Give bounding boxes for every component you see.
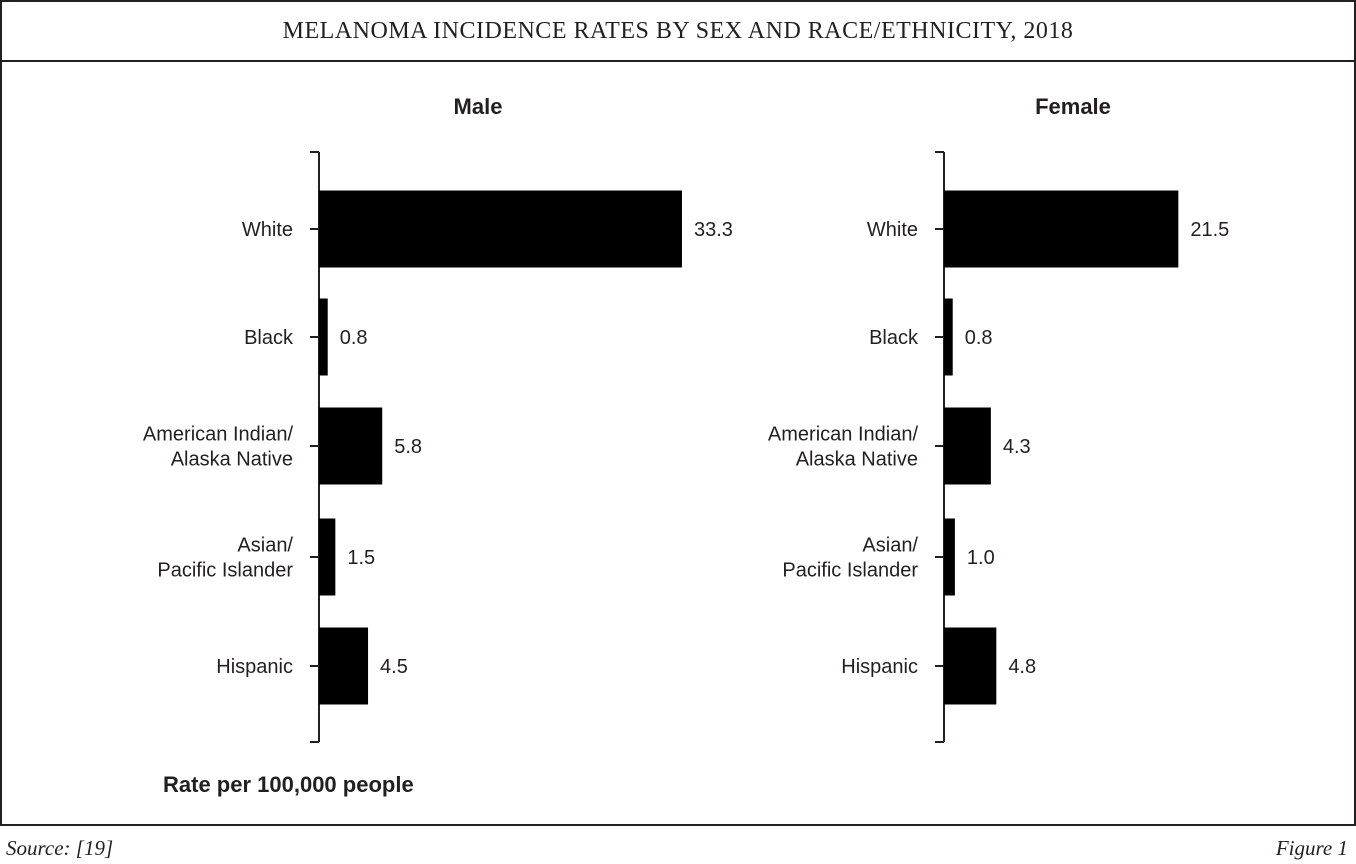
bar	[319, 298, 328, 376]
category-label: Black	[244, 327, 294, 349]
male-panel: Male 33.3 White 0.8 Black 5.8 American Indian/…	[143, 94, 733, 743]
title-bar: MELANOMA INCIDENCE RATES BY SEX AND RACE…	[2, 2, 1354, 62]
bar	[944, 298, 953, 376]
data-label: 0.8	[965, 327, 993, 349]
footer: Source: [19] Figure 1	[0, 826, 1356, 864]
data-label: 4.5	[380, 656, 408, 678]
category-label: White	[242, 219, 293, 241]
category-label: Asian/Pacific Islander	[782, 535, 918, 582]
chart-canvas: Male 33.3 White 0.8 Black 5.8 American Indian/…	[143, 94, 1229, 797]
data-label: 1.0	[967, 547, 995, 569]
figure-frame: MELANOMA INCIDENCE RATES BY SEX AND RACE…	[0, 0, 1356, 826]
data-label: 1.5	[347, 547, 375, 569]
data-label: 0.8	[340, 327, 368, 349]
figure-number: Figure 1	[1275, 836, 1348, 860]
bar	[319, 407, 383, 485]
bar	[319, 190, 682, 268]
category-label: American Indian/Alaska Native	[768, 424, 919, 471]
unit-label: Rate per 100,000 people	[163, 772, 414, 797]
bar	[319, 627, 369, 705]
bar	[944, 627, 997, 705]
category-label: American Indian/Alaska Native	[143, 424, 294, 471]
data-label: 33.3	[694, 219, 733, 241]
figure-title: MELANOMA INCIDENCE RATES BY SEX AND RACE…	[282, 17, 1074, 44]
data-label: 21.5	[1190, 219, 1229, 241]
bar	[944, 518, 955, 596]
bar	[319, 518, 336, 596]
category-label: White	[867, 219, 918, 241]
panel-title: Male	[454, 94, 503, 119]
data-label: 5.8	[394, 436, 422, 458]
category-label: Black	[869, 327, 919, 349]
source-citation: Source: [19]	[6, 836, 114, 860]
data-label: 4.8	[1008, 656, 1036, 678]
panel-title: Female	[1035, 94, 1111, 119]
category-label: Asian/Pacific Islander	[157, 535, 293, 582]
bar	[944, 407, 991, 485]
data-label: 4.3	[1003, 436, 1031, 458]
female-panel: Female 21.5 White 0.8 Black 4.3 American India…	[768, 94, 1229, 743]
category-label: Hispanic	[841, 656, 918, 678]
bar	[944, 190, 1179, 268]
category-label: Hispanic	[216, 656, 293, 678]
